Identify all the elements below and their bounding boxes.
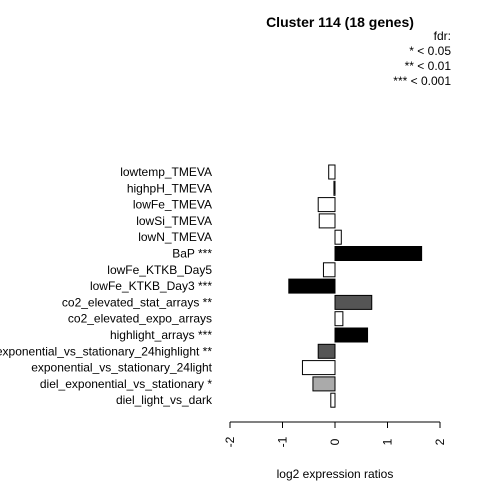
x-tick-label: 2 xyxy=(433,438,447,445)
x-tick-label: 0 xyxy=(328,438,342,445)
category-label: lowN_TMEVA xyxy=(138,230,212,244)
legend: fdr: * < 0.05 ** < 0.01 *** < 0.001 xyxy=(393,29,451,88)
bar xyxy=(317,343,336,359)
bar xyxy=(333,180,336,196)
category-label: lowFe_KTKB_Day5 xyxy=(107,263,212,277)
bar xyxy=(334,294,373,310)
bar xyxy=(334,311,344,327)
bar xyxy=(322,262,336,278)
category-label: exponential_vs_stationary_24light xyxy=(31,361,212,375)
category-label: co2_elevated_expo_arrays xyxy=(68,312,212,326)
legend-entry: *** < 0.001 xyxy=(393,74,451,88)
category-label: BaP *** xyxy=(172,247,212,261)
bars-layer: lowtemp_TMEVA highpH_TMEVA lowFe_TMEVA lowS… xyxy=(0,164,423,408)
legend-entry: * < 0.05 xyxy=(409,44,451,58)
legend-title: fdr: xyxy=(434,29,451,43)
bar xyxy=(334,229,342,245)
x-tick-label: 1 xyxy=(381,438,395,445)
category-label: lowFe_TMEVA xyxy=(133,198,212,212)
category-label: lowtemp_TMEVA xyxy=(120,165,212,179)
bar xyxy=(317,197,336,213)
x-axis-label: log2 expression ratios xyxy=(277,467,394,481)
bar xyxy=(312,376,336,392)
bar xyxy=(330,392,336,408)
bar xyxy=(328,164,336,180)
category-label: co2_elevated_stat_arrays ** xyxy=(62,295,212,309)
category-label: highpH_TMEVA xyxy=(127,181,212,195)
bar xyxy=(334,246,423,261)
x-tick-label: -2 xyxy=(223,436,237,447)
bar xyxy=(318,213,336,229)
legend-entry: ** < 0.01 xyxy=(405,59,452,73)
x-axis: -2 -1 0 1 2 xyxy=(223,421,447,447)
category-label: highlight_arrays *** xyxy=(110,328,212,342)
category-label: lowSi_TMEVA xyxy=(136,214,212,228)
category-label: diel_exponential_vs_stationary * xyxy=(40,377,212,391)
x-tick-label: -1 xyxy=(276,436,290,447)
bar xyxy=(288,278,336,294)
bar xyxy=(334,327,369,343)
chart-title: Cluster 114 (18 genes) xyxy=(266,14,414,30)
category-label: exponential_vs_stationary_24highlight ** xyxy=(0,344,212,358)
category-label: lowFe_KTKB_Day3 *** xyxy=(90,279,212,293)
bar xyxy=(301,360,336,376)
category-label: diel_light_vs_dark xyxy=(116,393,213,407)
